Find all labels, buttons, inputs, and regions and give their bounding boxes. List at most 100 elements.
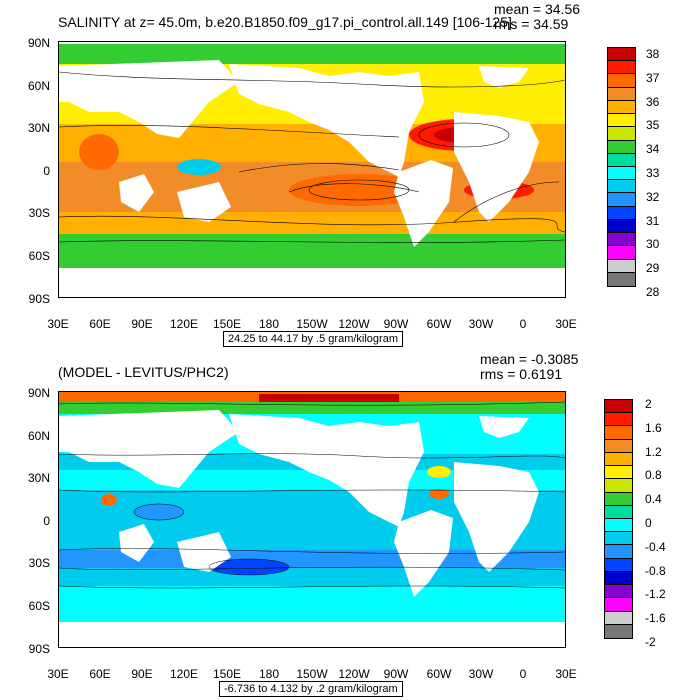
colorbar-swatch bbox=[608, 206, 635, 220]
colorbar-label: 0 bbox=[645, 516, 652, 530]
panel1-map bbox=[58, 41, 566, 298]
colorbar-swatch bbox=[608, 48, 635, 62]
colorbar-swatch bbox=[605, 518, 632, 533]
colorbar-swatch bbox=[605, 558, 632, 572]
p1-lon-label: 60E bbox=[89, 317, 111, 331]
colorbar-swatch bbox=[608, 87, 635, 101]
panel1-colorbar bbox=[607, 47, 636, 287]
colorbar-swatch bbox=[608, 140, 635, 154]
colorbar-label: -0.4 bbox=[645, 539, 666, 554]
colorbar-swatch bbox=[605, 400, 632, 414]
colorbar-swatch bbox=[605, 624, 632, 638]
colorbar-label: 34 bbox=[646, 142, 660, 157]
p2-lat-label: 60S bbox=[28, 599, 50, 613]
colorbar-label: 1.6 bbox=[645, 420, 662, 435]
panel2-title: (MODEL - LEVITUS/PHC2) bbox=[58, 364, 229, 380]
p2-lon-label: 30W bbox=[468, 667, 494, 681]
colorbar-swatch bbox=[605, 439, 632, 453]
colorbar-label: 36 bbox=[646, 94, 660, 109]
panel1-mean: mean = 34.56 bbox=[494, 1, 581, 17]
colorbar-label: 0.8 bbox=[645, 468, 662, 483]
colorbar-swatch bbox=[605, 611, 632, 625]
p2-lon-label: 150E bbox=[212, 667, 242, 681]
colorbar-swatch bbox=[608, 219, 635, 234]
colorbar-swatch bbox=[608, 272, 635, 286]
p1-lon-label: 90E bbox=[131, 317, 153, 331]
colorbar-label: 28 bbox=[646, 285, 660, 299]
colorbar-label: 31 bbox=[646, 213, 660, 228]
p2-lat-label: 60N bbox=[27, 429, 50, 443]
p1-lat-label: 0 bbox=[43, 164, 50, 178]
colorbar-label: 2 bbox=[645, 397, 652, 411]
p2-lon-label: 150W bbox=[296, 667, 328, 681]
panel1-title: SALINITY at z= 45.0m, b.e20.B1850.f09_g1… bbox=[58, 14, 512, 30]
colorbar-label: 1.2 bbox=[645, 444, 662, 459]
colorbar-label: -1.2 bbox=[645, 587, 666, 602]
colorbar-label: 33 bbox=[646, 166, 660, 180]
p2-lat-label: 0 bbox=[43, 514, 50, 528]
panel2-mean: mean = -0.3085 bbox=[480, 351, 579, 367]
p1-lon-label: 120W bbox=[338, 317, 370, 331]
p2-lon-label: 0 bbox=[519, 667, 527, 681]
p1-lon-label: 150W bbox=[296, 317, 328, 331]
colorbar-swatch bbox=[608, 127, 635, 141]
p2-lon-label: 90W bbox=[383, 667, 409, 681]
p1-lon-label: 90W bbox=[383, 317, 409, 331]
colorbar-swatch bbox=[608, 153, 635, 167]
p2-lon-label: 180 bbox=[258, 667, 280, 681]
colorbar-swatch bbox=[608, 259, 635, 273]
colorbar-swatch bbox=[605, 505, 632, 519]
colorbar-swatch bbox=[608, 180, 635, 194]
p1-lon-label: 30E bbox=[47, 317, 69, 331]
colorbar-label: 37 bbox=[646, 70, 660, 85]
colorbar-swatch bbox=[605, 479, 632, 493]
p1-lon-label: 120E bbox=[169, 317, 199, 331]
p2-lat-label: 30S bbox=[28, 556, 50, 570]
colorbar-swatch bbox=[608, 233, 635, 247]
colorbar-swatch bbox=[608, 166, 635, 181]
colorbar-swatch bbox=[605, 585, 632, 599]
p2-lat-label: 90S bbox=[28, 642, 50, 656]
colorbar-swatch bbox=[605, 571, 632, 586]
p1-lat-label: 30S bbox=[28, 206, 50, 220]
colorbar-swatch bbox=[608, 246, 635, 260]
colorbar-swatch bbox=[605, 545, 632, 559]
panel2-range-box: -6.736 to 4.132 by .2 gram/kilogram bbox=[219, 681, 403, 698]
p1-lon-label: 30E bbox=[555, 317, 577, 331]
colorbar-label: 0.4 bbox=[645, 492, 662, 507]
p2-lat-label: 90N bbox=[27, 386, 50, 400]
panel2-rms: rms = 0.6191 bbox=[480, 366, 563, 382]
colorbar-swatch bbox=[608, 193, 635, 207]
colorbar-swatch bbox=[605, 532, 632, 546]
p2-lon-label: 90E bbox=[131, 667, 153, 681]
colorbar-label: 35 bbox=[646, 118, 660, 133]
colorbar-label: 32 bbox=[646, 189, 660, 204]
colorbar-swatch bbox=[605, 492, 632, 506]
colorbar-swatch bbox=[608, 61, 635, 75]
p2-lon-label: 60W bbox=[426, 667, 452, 681]
colorbar-label: -0.8 bbox=[645, 563, 666, 578]
panel2-map bbox=[58, 391, 566, 648]
colorbar-label: 29 bbox=[646, 261, 660, 276]
colorbar-swatch bbox=[605, 452, 632, 467]
p1-lon-label: 0 bbox=[519, 317, 527, 331]
p2-lon-label: 30E bbox=[555, 667, 577, 681]
colorbar-swatch bbox=[608, 100, 635, 115]
colorbar-label: 30 bbox=[646, 237, 660, 252]
p2-lon-label: 120E bbox=[169, 667, 199, 681]
p2-lat-label: 30N bbox=[27, 471, 50, 485]
p2-lon-label: 60E bbox=[89, 667, 111, 681]
colorbar-label: 38 bbox=[646, 47, 660, 61]
panel1-rms: rms = 34.59 bbox=[494, 16, 569, 32]
colorbar-swatch bbox=[605, 466, 632, 480]
p1-lon-label: 150E bbox=[212, 317, 242, 331]
p1-lon-label: 180 bbox=[258, 317, 280, 331]
p1-lat-label: 60S bbox=[28, 249, 50, 263]
p1-lat-label: 90N bbox=[27, 36, 50, 50]
colorbar-swatch bbox=[605, 598, 632, 612]
p1-lon-label: 30W bbox=[468, 317, 494, 331]
colorbar-swatch bbox=[608, 114, 635, 128]
p2-lon-label: 30E bbox=[47, 667, 69, 681]
colorbar-label: -1.6 bbox=[645, 611, 666, 626]
colorbar-swatch bbox=[605, 413, 632, 427]
